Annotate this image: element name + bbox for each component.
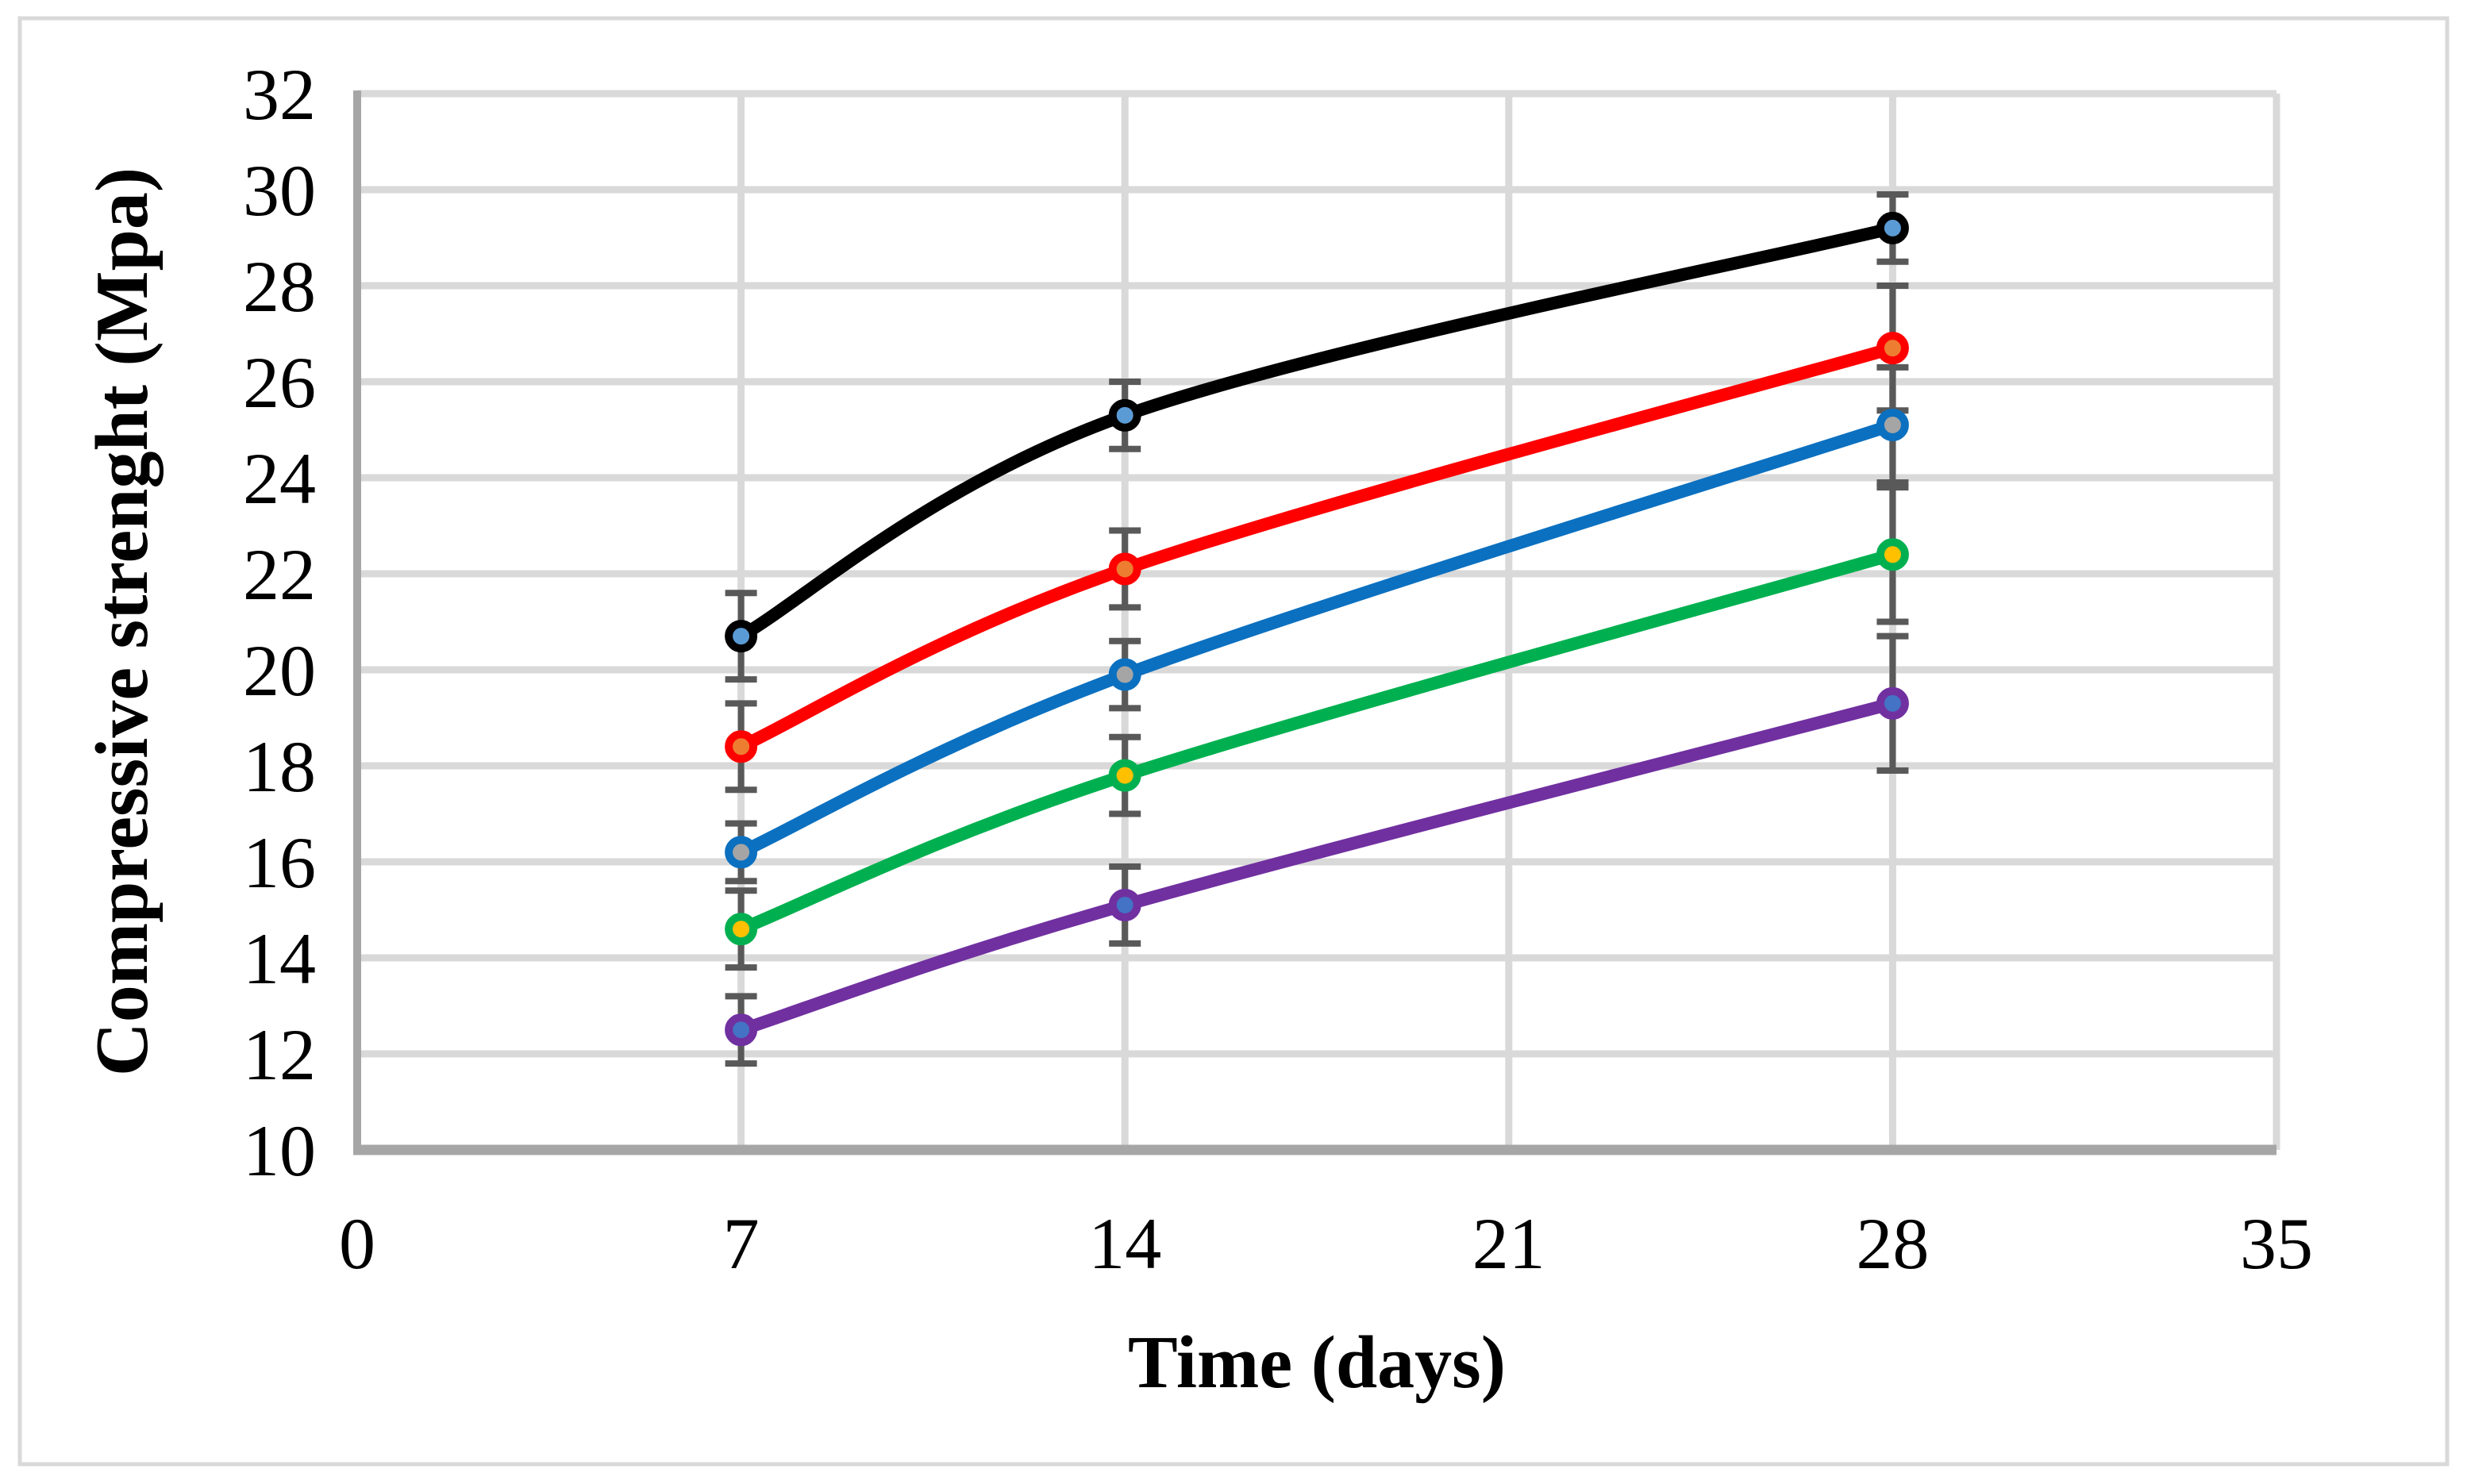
series-4-green-marker — [725, 913, 758, 946]
axes-group — [353, 90, 2276, 1155]
series-4-green-marker — [1876, 538, 1909, 571]
series-4-green-line — [734, 548, 1899, 936]
error-bars-group — [725, 191, 1909, 1067]
y-tick-label: 20 — [243, 630, 316, 711]
series-2-red-marker — [1108, 552, 1141, 586]
series-2-red-line — [734, 341, 1899, 753]
y-tick-label: 28 — [243, 246, 316, 327]
y-tick-label: 10 — [243, 1110, 316, 1191]
gridlines-group — [357, 90, 2280, 1154]
y-tick-label: 24 — [243, 438, 316, 519]
x-tick-label: 14 — [1088, 1203, 1161, 1284]
y-tick-label: 16 — [243, 822, 316, 903]
series-5-purple-marker — [725, 1013, 758, 1047]
tick-labels-group: 10 12 14 16 18 20 22 24 26 28 30 32 0 7 14 21 28 35 — [243, 54, 2313, 1284]
y-tick-label: 32 — [243, 54, 316, 135]
series-3-blue-line — [734, 418, 1899, 859]
x-tick-label: 7 — [723, 1203, 760, 1284]
x-tick-label: 21 — [1472, 1203, 1545, 1284]
y-tick-label: 22 — [243, 534, 316, 615]
series-4-green-marker — [1108, 759, 1141, 792]
y-axis-title: Compressive strenght (Mpa) — [81, 167, 164, 1076]
series-5-purple-line — [734, 697, 1899, 1036]
series-5-purple-marker — [1876, 686, 1909, 720]
series-1-black-line — [734, 221, 1899, 643]
series-lines-group — [734, 221, 1899, 1036]
series-2-red-marker — [725, 730, 758, 763]
x-axis-title: Time (days) — [1128, 1321, 1506, 1404]
series-3-blue-marker — [725, 836, 758, 869]
y-tick-label: 12 — [243, 1014, 316, 1095]
figure-border — [17, 16, 2450, 1467]
y-tick-label: 30 — [243, 150, 316, 231]
y-tick-label: 14 — [243, 918, 316, 999]
series-5-purple-marker — [1108, 888, 1141, 921]
x-tick-label: 35 — [2240, 1203, 2313, 1284]
series-1-black-marker — [725, 620, 758, 653]
y-tick-label: 18 — [243, 726, 316, 807]
series-1-black-marker — [1876, 211, 1909, 244]
series-3-blue-marker — [1876, 408, 1909, 441]
markers-group — [725, 211, 1909, 1047]
series-3-blue-marker — [1108, 658, 1141, 691]
x-tick-label: 0 — [339, 1203, 375, 1284]
series-1-black-marker — [1108, 398, 1141, 432]
series-2-red-marker — [1876, 332, 1909, 365]
y-tick-label: 26 — [243, 342, 316, 423]
x-tick-label: 28 — [1856, 1203, 1929, 1284]
